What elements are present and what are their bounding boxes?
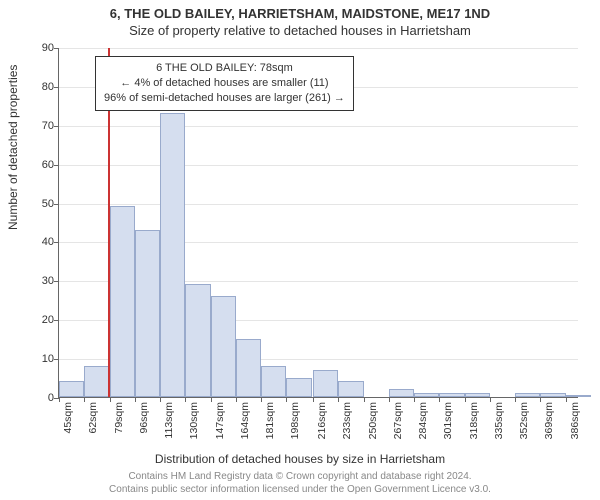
bar	[110, 206, 135, 397]
x-tick-label: 147sqm	[214, 402, 226, 452]
x-tick-mark	[185, 397, 186, 402]
x-tick-mark	[566, 397, 567, 402]
bar	[261, 366, 286, 397]
bar	[439, 393, 464, 397]
bar	[414, 393, 439, 397]
footer-line2: Contains public sector information licen…	[0, 484, 600, 497]
y-tick-label: 60	[14, 159, 54, 171]
x-tick-mark	[515, 397, 516, 402]
x-tick-label: 181sqm	[264, 402, 276, 452]
x-tick-label: 284sqm	[417, 402, 429, 452]
annotation-line1: 6 THE OLD BAILEY: 78sqm	[104, 61, 345, 76]
x-tick-label: 250sqm	[367, 402, 379, 452]
x-tick-mark	[389, 397, 390, 402]
x-tick-label: 45sqm	[62, 402, 74, 452]
x-tick-label: 233sqm	[341, 402, 353, 452]
bar	[465, 393, 490, 397]
x-tick-mark	[465, 397, 466, 402]
annotation-line2: ← 4% of detached houses are smaller (11)	[104, 76, 345, 91]
x-tick-mark	[261, 397, 262, 402]
x-tick-mark	[59, 397, 60, 402]
x-tick-label: 352sqm	[518, 402, 530, 452]
bar	[236, 339, 261, 397]
x-tick-label: 62sqm	[87, 402, 99, 452]
title-line1: 6, THE OLD BAILEY, HARRIETSHAM, MAIDSTON…	[0, 6, 600, 21]
bar	[540, 393, 565, 397]
title-line2: Size of property relative to detached ho…	[0, 23, 600, 38]
y-tick-label: 80	[14, 81, 54, 93]
y-tick-label: 0	[14, 392, 54, 404]
annotation-line3: 96% of semi-detached houses are larger (…	[104, 91, 345, 106]
x-tick-label: 130sqm	[188, 402, 200, 452]
x-tick-mark	[439, 397, 440, 402]
y-tick-label: 70	[14, 120, 54, 132]
annotation-box: 6 THE OLD BAILEY: 78sqm ← 4% of detached…	[95, 56, 354, 111]
bar	[135, 230, 160, 397]
x-tick-label: 164sqm	[239, 402, 251, 452]
x-tick-mark	[313, 397, 314, 402]
x-tick-mark	[236, 397, 237, 402]
footer-line1: Contains HM Land Registry data © Crown c…	[0, 471, 600, 484]
bar	[338, 381, 363, 397]
x-tick-mark	[135, 397, 136, 402]
bar	[286, 378, 311, 397]
x-tick-mark	[110, 397, 111, 402]
footer: Contains HM Land Registry data © Crown c…	[0, 471, 600, 496]
bar	[185, 284, 210, 397]
bar	[389, 389, 414, 397]
bar	[313, 370, 338, 397]
x-tick-label: 96sqm	[138, 402, 150, 452]
bar	[211, 296, 236, 397]
x-tick-label: 335sqm	[493, 402, 505, 452]
chart-container: 6, THE OLD BAILEY, HARRIETSHAM, MAIDSTON…	[0, 0, 600, 500]
x-tick-mark	[364, 397, 365, 402]
bar	[59, 381, 84, 397]
x-tick-mark	[84, 397, 85, 402]
plot-area: 6 THE OLD BAILEY: 78sqm ← 4% of detached…	[58, 48, 578, 398]
x-tick-mark	[540, 397, 541, 402]
x-tick-label: 113sqm	[163, 402, 175, 452]
y-tick-label: 40	[14, 236, 54, 248]
x-tick-label: 79sqm	[113, 402, 125, 452]
x-tick-label: 198sqm	[289, 402, 301, 452]
x-tick-label: 369sqm	[543, 402, 555, 452]
y-tick-label: 90	[14, 42, 54, 54]
x-tick-mark	[414, 397, 415, 402]
x-tick-mark	[211, 397, 212, 402]
x-tick-label: 216sqm	[316, 402, 328, 452]
y-tick-label: 50	[14, 198, 54, 210]
bar	[566, 395, 591, 397]
x-tick-mark	[160, 397, 161, 402]
y-tick-label: 30	[14, 275, 54, 287]
x-tick-mark	[286, 397, 287, 402]
bar	[515, 393, 540, 397]
bar	[160, 113, 185, 397]
x-tick-label: 386sqm	[569, 402, 581, 452]
y-tick-label: 20	[14, 314, 54, 326]
x-tick-mark	[338, 397, 339, 402]
y-tick-label: 10	[14, 353, 54, 365]
x-axis-label: Distribution of detached houses by size …	[0, 452, 600, 466]
bar	[84, 366, 109, 397]
x-tick-label: 318sqm	[468, 402, 480, 452]
title-block: 6, THE OLD BAILEY, HARRIETSHAM, MAIDSTON…	[0, 6, 600, 38]
x-tick-mark	[490, 397, 491, 402]
x-tick-label: 301sqm	[442, 402, 454, 452]
x-tick-label: 267sqm	[392, 402, 404, 452]
